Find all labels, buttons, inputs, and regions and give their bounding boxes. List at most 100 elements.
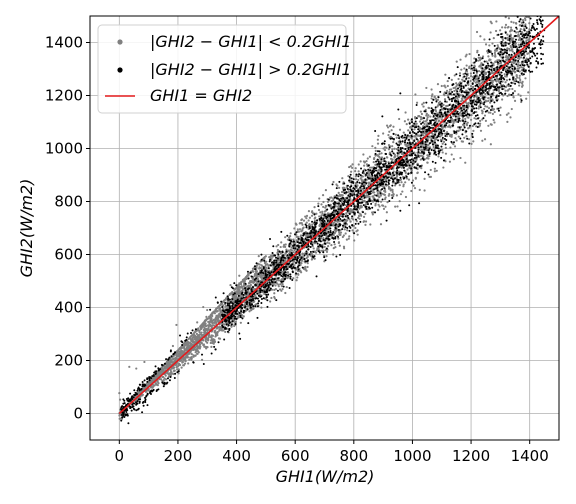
- scatter-point-within: [192, 354, 195, 357]
- scatter-point-within: [455, 82, 458, 85]
- scatter-point-within: [364, 223, 367, 226]
- scatter-point-within: [212, 342, 215, 345]
- scatter-point-within: [389, 189, 392, 192]
- scatter-point-within: [382, 207, 386, 210]
- scatter-point-within: [270, 296, 273, 300]
- scatter-point-within: [163, 377, 166, 380]
- scatter-point-within: [274, 284, 277, 287]
- scatter-point-within: [456, 97, 459, 100]
- scatter-point-within: [190, 352, 193, 356]
- scatter-point-within: [417, 134, 421, 137]
- scatter-point-outside: [162, 385, 165, 388]
- scatter-point-within: [298, 228, 302, 231]
- scatter-point-within: [196, 352, 199, 355]
- scatter-point-within: [198, 347, 202, 350]
- scatter-point-within: [205, 315, 208, 318]
- scatter-point-within: [357, 163, 360, 166]
- scatter-point-within: [285, 285, 288, 289]
- scatter-point-within: [370, 166, 374, 169]
- scatter-point-within: [413, 128, 416, 131]
- scatter-point-within: [405, 145, 408, 148]
- scatter-point-within: [194, 351, 197, 354]
- scatter-point-within: [466, 110, 469, 114]
- scatter-point-within: [489, 58, 492, 61]
- scatter-point-within: [219, 310, 222, 313]
- scatter-point-within: [445, 89, 449, 92]
- scatter-point-within: [444, 86, 447, 89]
- scatter-point-within: [425, 86, 428, 90]
- scatter-point-within: [398, 117, 401, 121]
- scatter-point-within: [342, 234, 345, 237]
- scatter-point-within: [173, 357, 176, 360]
- scatter-point-within: [427, 114, 430, 117]
- scatter-point-within: [214, 335, 217, 338]
- scatter-point-within: [313, 205, 316, 209]
- scatter-point-within: [430, 94, 433, 98]
- scatter-point-within: [484, 43, 488, 46]
- scatter-point-within: [417, 115, 420, 118]
- scatter-point-within: [457, 129, 460, 133]
- scatter-point-within: [284, 259, 287, 262]
- scatter-point-within: [504, 68, 507, 71]
- scatter-point-within: [273, 288, 276, 291]
- scatter-point-within: [150, 380, 153, 383]
- scatter-point-within: [456, 99, 460, 102]
- scatter-point-within: [426, 144, 429, 147]
- scatter-point-within: [455, 85, 458, 88]
- scatter-point-within: [349, 165, 352, 168]
- scatter-point-within: [433, 170, 436, 173]
- scatter-point-within: [238, 274, 241, 277]
- scatter-point-within: [481, 110, 484, 113]
- scatter-point-within: [455, 139, 458, 142]
- scatter-point-within: [518, 57, 521, 60]
- scatter-point-within: [362, 153, 365, 156]
- scatter-point-within: [483, 138, 487, 141]
- scatter-point-within: [406, 168, 409, 171]
- scatter-point-within: [436, 117, 439, 120]
- scatter-point-within: [361, 175, 364, 178]
- scatter-point-within: [327, 245, 330, 248]
- scatter-point-within: [465, 102, 469, 105]
- scatter-point-within: [307, 210, 311, 213]
- scatter-point-within: [203, 330, 207, 333]
- scatter-point-within: [380, 156, 384, 159]
- scatter-point-within: [260, 306, 263, 309]
- scatter-point-within: [393, 147, 396, 150]
- scatter-point-within: [428, 175, 431, 178]
- scatter-point-within: [448, 125, 452, 129]
- scatter-point-within: [472, 129, 475, 132]
- scatter-point-within: [169, 368, 172, 371]
- scatter-point-within: [176, 365, 180, 368]
- scatter-point-within: [187, 362, 190, 365]
- scatter-point-within: [519, 94, 522, 97]
- scatter-point-within: [371, 211, 374, 214]
- scatter-point-within: [484, 119, 488, 122]
- scatter-point-within: [388, 192, 391, 196]
- scatter-point-within: [392, 193, 395, 196]
- scatter-point-within: [382, 147, 385, 150]
- scatter-point-within: [511, 87, 514, 91]
- scatter-point-within: [276, 248, 279, 252]
- scatter-point-within: [325, 250, 329, 254]
- scatter-point-within: [525, 40, 528, 43]
- scatter-point-within: [518, 70, 521, 73]
- scatter-point-within: [507, 17, 511, 20]
- scatter-point-within: [366, 157, 369, 160]
- scatter-point-within: [260, 274, 263, 277]
- scatter-point-within: [478, 75, 481, 78]
- scatter-point-within: [505, 75, 508, 78]
- scatter-point-within: [466, 116, 469, 119]
- scatter-point-within: [513, 89, 516, 93]
- scatter-point-within: [470, 142, 473, 145]
- scatter-point-within: [357, 214, 361, 218]
- scatter-point-within: [395, 147, 398, 151]
- scatter-point-within: [487, 107, 491, 110]
- scatter-point-within: [425, 119, 428, 122]
- scatter-point-within: [264, 264, 267, 267]
- scatter-point-within: [443, 84, 446, 88]
- scatter-point-within: [477, 82, 481, 85]
- scatter-point-within: [292, 238, 295, 241]
- scatter-point-within: [516, 76, 519, 79]
- scatter-point-within: [518, 66, 521, 69]
- scatter-point-within: [290, 246, 293, 249]
